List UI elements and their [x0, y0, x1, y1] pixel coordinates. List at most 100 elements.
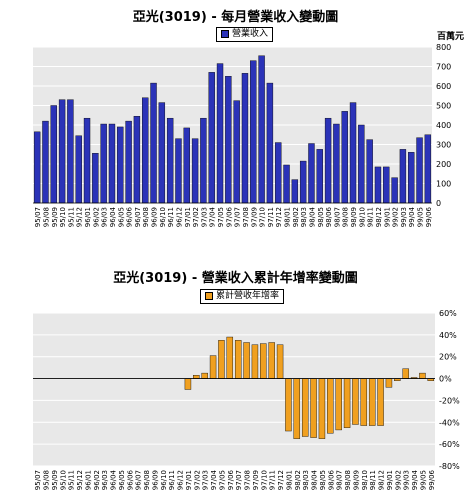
x-tick-label: 97/04 — [210, 469, 218, 490]
growth-rate-legend: 累計營收年增率 — [200, 289, 285, 304]
bar — [341, 111, 348, 204]
bar — [276, 344, 284, 379]
x-tick-label: 98/12 — [378, 470, 386, 490]
x-tick-label: 98/07 — [333, 207, 341, 227]
x-tick-label: 96/09 — [151, 207, 159, 227]
x-tick-label: 98/04 — [311, 469, 319, 490]
bar — [324, 117, 332, 204]
x-tick-label: 98/08 — [342, 207, 350, 227]
x-tick-label: 97/08 — [242, 207, 250, 227]
bar — [108, 123, 116, 204]
bar — [209, 355, 217, 379]
x-tick-label: 98/09 — [350, 207, 358, 227]
x-tick-label: 96/09 — [151, 470, 159, 490]
bar — [260, 343, 267, 379]
x-tick-label: 97/11 — [269, 470, 277, 490]
bar — [142, 97, 149, 204]
x-tick-label: 97/06 — [225, 206, 233, 227]
x-tick-label: 99/01 — [383, 207, 391, 227]
x-tick-label: 95/09 — [51, 470, 59, 490]
y-tick-label: 500 — [436, 102, 451, 111]
x-tick-label: 99/03 — [403, 470, 411, 490]
y-tick-label: 0% — [439, 375, 452, 384]
y-tick-label: -40% — [439, 418, 460, 427]
bar — [327, 378, 334, 434]
growth-legend-swatch — [205, 291, 213, 300]
bar — [374, 166, 382, 204]
y-tick-label: 40% — [439, 331, 457, 340]
x-tick-label: 99/02 — [392, 207, 400, 227]
x-tick-label: 96/02 — [93, 470, 101, 490]
x-tick-label: 98/12 — [375, 207, 383, 227]
x-tick-label: 97/05 — [217, 207, 225, 227]
bar — [301, 378, 309, 437]
bar — [419, 372, 426, 379]
x-tick-label: 97/09 — [250, 207, 258, 227]
bar — [283, 164, 290, 204]
bar — [358, 124, 365, 204]
y-tick-label: -60% — [439, 440, 460, 449]
bar — [299, 160, 307, 204]
x-tick-label: 95/11 — [68, 470, 76, 490]
bar — [133, 116, 141, 204]
bar — [117, 126, 124, 204]
revenue-legend-swatch — [221, 29, 229, 38]
x-tick-label: 95/10 — [59, 207, 67, 227]
x-tick-label: 96/05 — [118, 470, 126, 490]
x-tick-label: 99/06 — [428, 469, 436, 490]
y-tick-label: 60% — [439, 309, 457, 318]
x-tick-label: 95/07 — [34, 207, 42, 227]
bar — [349, 102, 357, 204]
x-tick-label: 98/09 — [352, 470, 360, 490]
bar — [33, 131, 41, 204]
x-tick-label: 99/05 — [417, 207, 425, 227]
bar — [191, 138, 199, 204]
bar — [208, 72, 215, 204]
bar — [275, 142, 282, 204]
x-tick-label: 98/11 — [369, 470, 377, 490]
x-tick-label: 97/08 — [244, 470, 252, 490]
bar — [308, 143, 315, 204]
bar — [226, 336, 234, 379]
bar — [75, 135, 82, 204]
x-tick-label: 96/02 — [92, 207, 100, 227]
bar — [243, 342, 250, 379]
y-tick-label: 800 — [436, 43, 451, 52]
bar — [193, 375, 200, 379]
y-tick-label: 100 — [436, 180, 451, 189]
x-tick-label: 96/03 — [101, 470, 109, 490]
x-tick-label: 95/08 — [42, 207, 50, 227]
x-tick-label: 98/07 — [336, 470, 344, 490]
bar — [316, 149, 323, 204]
x-tick-label: 97/01 — [185, 470, 193, 490]
x-tick-label: 96/04 — [109, 206, 117, 227]
x-tick-label: 97/07 — [235, 470, 243, 490]
x-tick-label: 99/03 — [400, 207, 408, 227]
x-tick-label: 99/04 — [408, 206, 416, 227]
bar — [92, 153, 99, 204]
bar — [352, 378, 359, 425]
y-tick-label: 700 — [436, 63, 451, 72]
bar — [83, 117, 91, 204]
x-tick-label: 95/08 — [43, 470, 51, 490]
bar — [67, 99, 74, 204]
x-tick-label: 99/01 — [386, 470, 394, 490]
y-tick-label: 20% — [439, 353, 457, 362]
bar — [158, 102, 166, 204]
bar — [218, 340, 225, 379]
x-tick-label: 97/11 — [267, 207, 275, 227]
x-tick-label: 99/06 — [425, 206, 433, 227]
bar — [368, 378, 376, 426]
bar — [58, 99, 66, 204]
growth-legend-label: 累計營收年增率 — [216, 291, 280, 301]
y-tick-label: -20% — [439, 396, 460, 405]
bar — [402, 368, 409, 379]
bar — [360, 378, 368, 426]
x-tick-label: 96/01 — [84, 470, 92, 490]
x-tick-label: 99/05 — [419, 470, 427, 490]
x-tick-label: 98/06 — [327, 469, 335, 490]
x-tick-label: 99/04 — [411, 469, 419, 490]
y-tick-label: 600 — [436, 82, 451, 91]
x-tick-label: 97/10 — [259, 207, 267, 227]
bar — [385, 378, 393, 388]
